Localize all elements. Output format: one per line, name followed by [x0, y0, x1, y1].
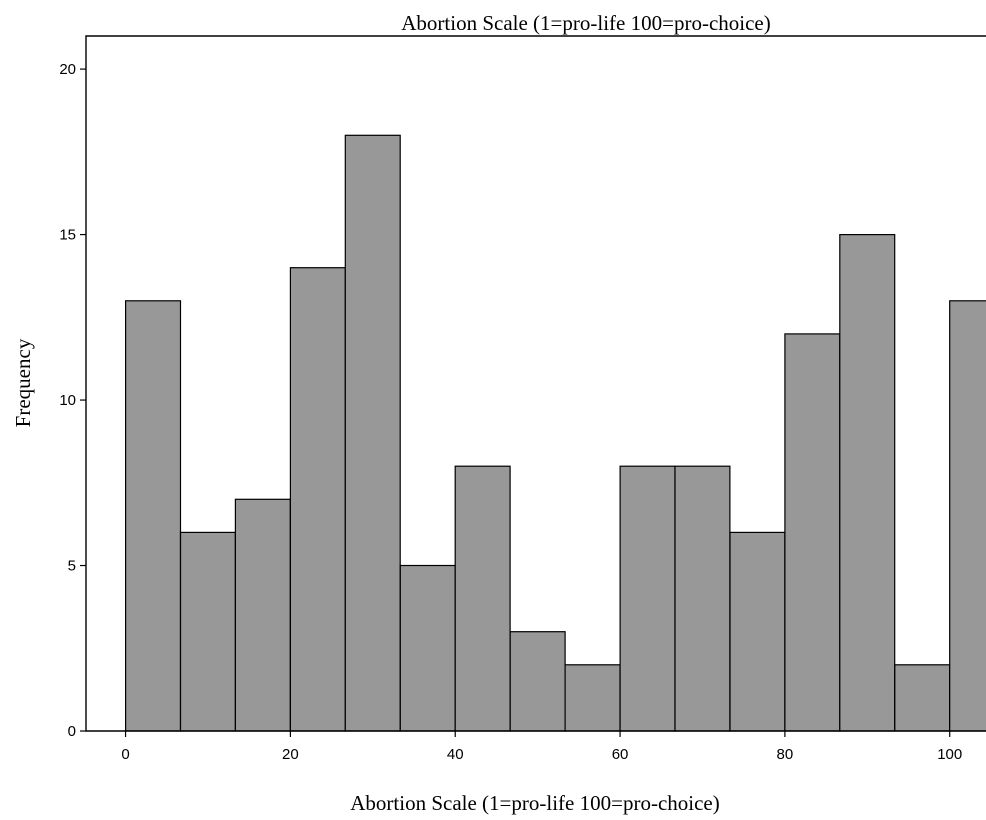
histogram-bar-2	[234, 498, 291, 732]
plot-frame	[85, 35, 986, 732]
histogram-bar-10	[674, 465, 731, 732]
y-tick-label-4: 20	[59, 61, 76, 78]
histogram-bar-1	[179, 531, 237, 732]
histogram-bar-3	[289, 267, 346, 732]
x-tick-label-5: 100	[937, 746, 962, 763]
x-tick-label-4: 80	[777, 746, 794, 763]
y-axis-label: Frequency	[11, 338, 35, 427]
bars-group	[124, 134, 986, 732]
x-axis-label: Abortion Scale (1=pro-life 100=pro-choic…	[350, 791, 719, 815]
x-tick-label-1: 20	[282, 746, 299, 763]
histogram-bar-11	[729, 531, 786, 732]
histogram-bar-14	[894, 664, 951, 732]
histogram-bar-12	[784, 333, 841, 732]
x-tick-label-3: 60	[612, 746, 629, 763]
histogram-bar-0	[124, 300, 182, 732]
chart-title: Abortion Scale (1=pro-life 100=pro-choic…	[401, 11, 770, 35]
histogram-bar-7	[509, 631, 566, 732]
y-tick-label-1: 5	[68, 558, 76, 575]
histogram-bar-8	[564, 664, 621, 732]
histogram-bar-6	[454, 465, 511, 732]
axes-group	[85, 35, 986, 732]
histogram-bar-4	[344, 134, 401, 732]
y-tick-label-3: 15	[59, 227, 76, 244]
y-tick-label-0: 0	[68, 723, 76, 740]
histogram-bar-9	[619, 465, 676, 732]
x-ticks-group: 0 20 40 60 80 100	[121, 731, 962, 763]
x-tick-label-0: 0	[121, 746, 129, 763]
x-tick-label-2: 40	[447, 746, 464, 763]
y-ticks-group: 0 5 10 15 20	[59, 61, 86, 740]
histogram-bar-15	[949, 300, 986, 732]
histogram-bar-5	[399, 564, 456, 732]
histogram-bar-13	[839, 234, 896, 732]
y-tick-label-2: 10	[59, 392, 76, 409]
